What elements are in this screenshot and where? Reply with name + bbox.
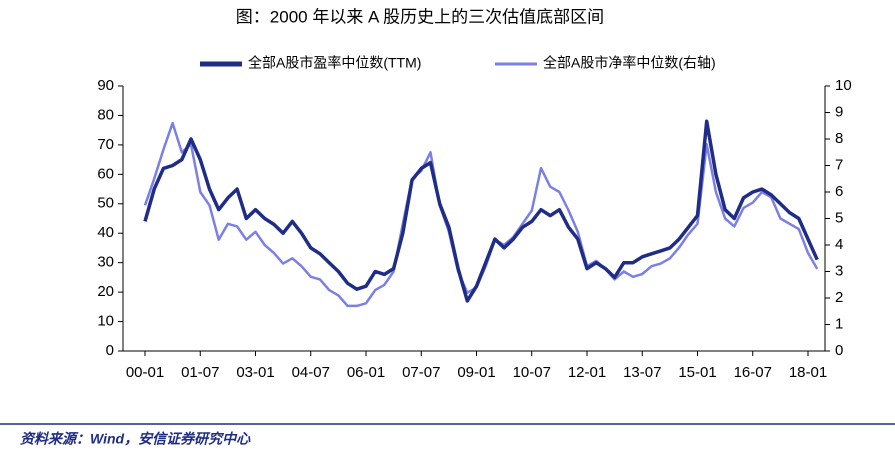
chart-title: 图：2000 年以来 A 股历史上的三次估值底部区间 <box>236 7 604 26</box>
series-line <box>143 119 819 303</box>
y-tick-label: 30 <box>97 254 114 271</box>
y-tick-label: 80 <box>97 106 114 123</box>
x-tick-label: 09-01 <box>457 364 495 381</box>
y2-tick-label: 5 <box>835 209 843 226</box>
y2-tick-label: 6 <box>835 183 843 200</box>
source-note: 资料来源：Wind，安信证券研究中心 <box>20 431 251 447</box>
y2-tick-label: 7 <box>835 156 843 173</box>
legend-label: 全部A股市盈率中位数(TTM) <box>248 55 421 71</box>
y-tick-label: 20 <box>97 283 114 300</box>
y2-tick-label: 0 <box>835 342 843 359</box>
y-tick-label: 60 <box>97 165 114 182</box>
y-tick-label: 40 <box>97 224 114 241</box>
x-tick-label: 00-01 <box>126 364 164 381</box>
x-tick-label: 10-07 <box>513 364 551 381</box>
x-tick-label: 04-07 <box>292 364 330 381</box>
y-tick-label: 50 <box>97 195 114 212</box>
x-tick-label: 01-07 <box>181 364 219 381</box>
x-tick-label: 06-01 <box>347 364 385 381</box>
y2-tick-label: 2 <box>835 289 843 306</box>
x-tick-label: 18-01 <box>789 364 827 381</box>
y2-tick-label: 8 <box>835 130 843 147</box>
y-tick-label: 90 <box>97 77 114 94</box>
x-tick-label: 07-07 <box>402 364 440 381</box>
x-tick-label: 12-01 <box>568 364 606 381</box>
y2-tick-label: 9 <box>835 103 843 120</box>
y2-tick-label: 1 <box>835 315 843 332</box>
y-tick-label: 70 <box>97 136 114 153</box>
y-tick-label: 10 <box>97 313 114 330</box>
y-tick-label: 0 <box>106 342 114 359</box>
y2-tick-label: 3 <box>835 262 843 279</box>
x-tick-label: 03-01 <box>236 364 274 381</box>
x-tick-label: 15-01 <box>678 364 716 381</box>
x-tick-label: 13-07 <box>623 364 661 381</box>
legend-label: 全部A股市净率中位数(右轴) <box>543 55 716 71</box>
y2-tick-label: 10 <box>835 77 852 94</box>
y2-tick-label: 4 <box>835 236 843 253</box>
x-tick-label: 16-07 <box>734 364 772 381</box>
